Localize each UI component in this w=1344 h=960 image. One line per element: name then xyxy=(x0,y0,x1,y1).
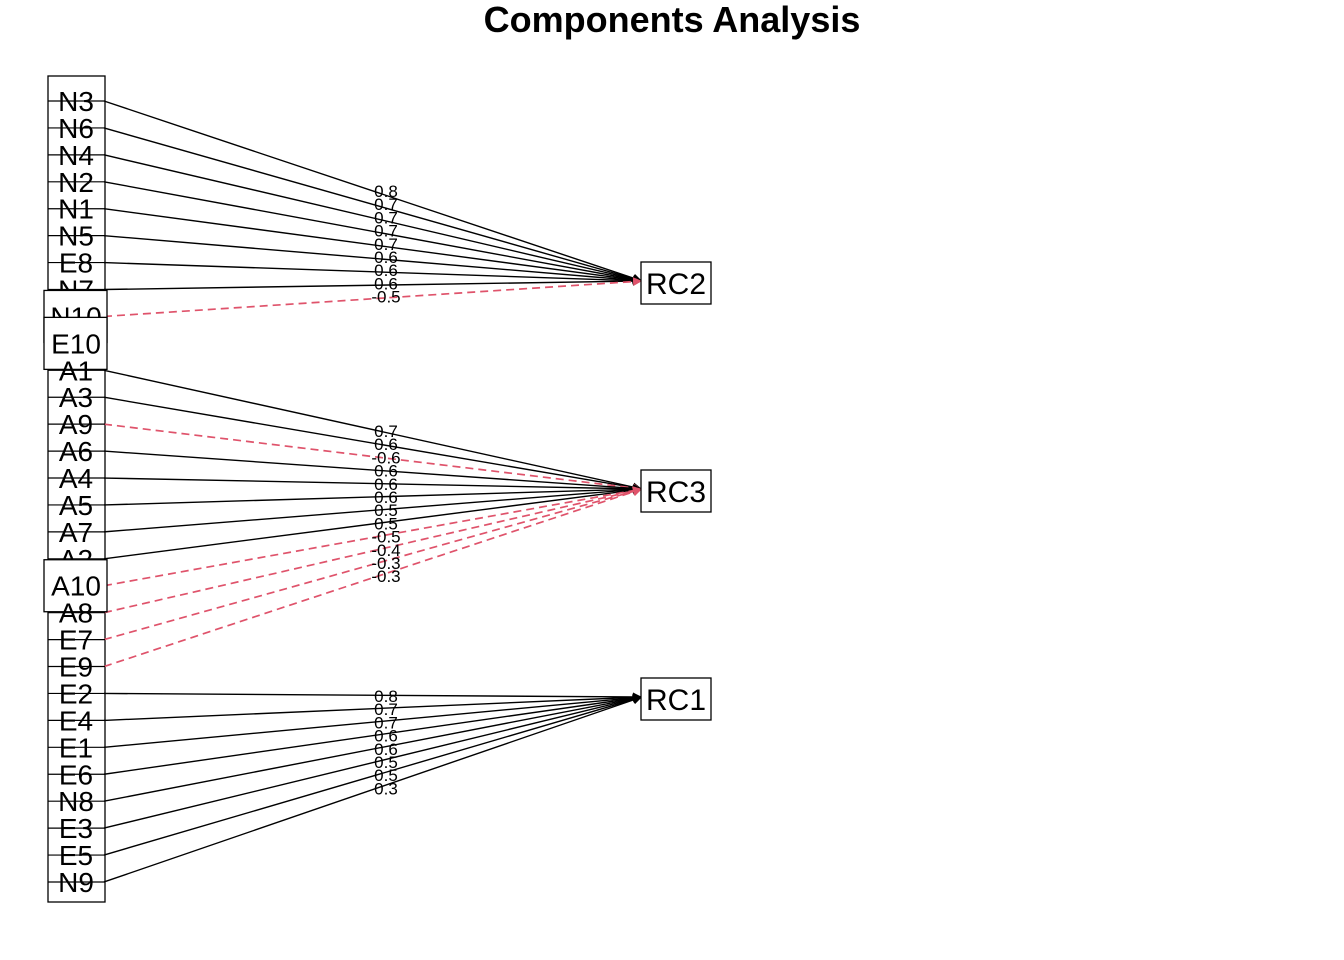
loading-label-n10: -0.5 xyxy=(371,288,400,307)
component-label-rc3: RC3 xyxy=(646,476,706,509)
component-nodes: RC2 RC3 RC1 xyxy=(640,261,712,721)
loading-label-a3: 0.6 xyxy=(374,435,398,454)
loading-edges xyxy=(103,100,643,883)
edge-e5-rc1 xyxy=(103,695,643,856)
edge-n6-rc2 xyxy=(103,127,643,283)
loading-label-n6: 0.7 xyxy=(374,195,398,214)
variable-label-a10: A10 xyxy=(51,571,101,602)
edge-n7-rc2 xyxy=(103,276,643,291)
edge-e6-rc1 xyxy=(103,693,643,775)
loading-label-n8: 0.6 xyxy=(374,740,398,759)
edge-e4-rc1 xyxy=(103,692,643,722)
loading-label-e9: -0.3 xyxy=(371,567,400,586)
loading-label-n9: 0.3 xyxy=(374,779,398,798)
component-box-rc3 xyxy=(640,469,712,513)
edge-n10-rc2 xyxy=(103,277,643,318)
edge-e1-rc1 xyxy=(103,693,643,749)
variable-label-a6: A6 xyxy=(59,436,93,467)
loading-label-a1: 0.7 xyxy=(374,422,398,441)
loading-label-e2: 0.8 xyxy=(374,687,398,706)
loading-label-n5: 0.6 xyxy=(374,248,398,267)
variable-label-a4: A4 xyxy=(59,463,93,494)
variable-label-a8: A8 xyxy=(59,598,93,629)
loading-label-a9: -0.6 xyxy=(371,448,400,467)
component-label-rc2: RC2 xyxy=(646,268,706,301)
variable-label-e2: E2 xyxy=(59,678,93,709)
loading-label-n7: 0.6 xyxy=(374,274,398,293)
edge-a1-rc3 xyxy=(103,369,643,492)
variable-label-n9: N9 xyxy=(58,867,94,898)
loading-label-n3: 0.8 xyxy=(374,182,398,201)
variable-label-n3: N3 xyxy=(58,86,94,117)
loading-label-a10: -0.5 xyxy=(371,528,400,547)
variable-label-e10: E10 xyxy=(51,328,101,359)
edge-a10-rc3 xyxy=(103,486,643,587)
loading-label-n2: 0.7 xyxy=(374,222,398,241)
node-box-e10 xyxy=(43,316,108,371)
loading-label-a7: 0.5 xyxy=(374,501,398,520)
variable-label-e6: E6 xyxy=(59,759,93,790)
edge-n4-rc2 xyxy=(103,154,643,284)
variable-label-e3: E3 xyxy=(59,813,93,844)
edge-a7-rc3 xyxy=(103,485,643,533)
loading-label-e7: -0.3 xyxy=(371,554,400,573)
loading-label-e4: 0.7 xyxy=(374,700,398,719)
edge-e3-rc1 xyxy=(103,694,643,829)
loading-label-a6: 0.6 xyxy=(374,462,398,481)
variable-label-n6: N6 xyxy=(58,113,94,144)
edge-n1-rc2 xyxy=(103,208,643,285)
variable-label-n4: N4 xyxy=(58,140,94,171)
variable-label-e4: E4 xyxy=(59,705,93,736)
loading-label-n4: 0.7 xyxy=(374,208,398,227)
variable-label-e7: E7 xyxy=(59,625,93,656)
variable-label-e5: E5 xyxy=(59,840,93,871)
edge-n3-rc2 xyxy=(103,100,643,283)
component-box-rc1 xyxy=(640,677,712,721)
loading-label-a5: 0.6 xyxy=(374,488,398,507)
edge-n9-rc1 xyxy=(103,695,643,883)
edge-n5-rc2 xyxy=(103,234,643,285)
loading-label-a2: 0.5 xyxy=(374,514,398,533)
variable-column-box xyxy=(47,75,106,903)
loading-label-a4: 0.6 xyxy=(374,475,398,494)
edge-a2-rc3 xyxy=(103,485,643,560)
edge-n8-rc1 xyxy=(103,694,643,802)
loading-label-n1: 0.7 xyxy=(374,235,398,254)
loading-label-e8: 0.6 xyxy=(374,261,398,280)
node-box-a10 xyxy=(43,559,108,613)
edge-e7-rc3 xyxy=(103,487,643,641)
edge-a4-rc3 xyxy=(103,477,643,494)
loading-labels: 0.80.70.70.70.70.60.60.6-0.50.70.6-0.60.… xyxy=(371,182,400,798)
loading-label-e3: 0.5 xyxy=(374,753,398,772)
component-label-rc1: RC1 xyxy=(646,684,706,717)
edge-e9-rc3 xyxy=(103,487,643,668)
variable-label-a5: A5 xyxy=(59,490,93,521)
loading-label-e6: 0.6 xyxy=(374,727,398,746)
variable-label-n2: N2 xyxy=(58,167,94,198)
variable-nodes: N3N6N4N2N1N5E8N7N10E10A1A3A9A6A4A5A7A2A1… xyxy=(43,86,108,898)
edge-e8-rc2 xyxy=(103,261,643,286)
variable-label-a1: A1 xyxy=(59,355,93,386)
variable-label-n5: N5 xyxy=(58,221,94,252)
edge-e2-rc1 xyxy=(103,692,643,702)
edge-n2-rc2 xyxy=(103,181,643,284)
variable-label-e9: E9 xyxy=(59,652,93,683)
edge-a3-rc3 xyxy=(103,396,643,492)
loading-label-e5: 0.5 xyxy=(374,766,398,785)
variable-label-a9: A9 xyxy=(59,409,93,440)
loading-label-e1: 0.7 xyxy=(374,713,398,732)
variable-label-n8: N8 xyxy=(58,786,94,817)
edge-a6-rc3 xyxy=(103,450,643,493)
variable-label-e1: E1 xyxy=(59,732,93,763)
edge-a8-rc3 xyxy=(103,486,643,614)
diagram-title: Components Analysis xyxy=(484,0,861,40)
variable-label-a7: A7 xyxy=(59,517,93,548)
variable-label-n1: N1 xyxy=(58,194,94,225)
variable-label-e8: E8 xyxy=(59,248,93,279)
edge-a5-rc3 xyxy=(103,484,643,506)
variable-label-a3: A3 xyxy=(59,382,93,413)
component-box-rc2 xyxy=(640,261,712,305)
loading-label-a8: -0.4 xyxy=(371,541,400,560)
